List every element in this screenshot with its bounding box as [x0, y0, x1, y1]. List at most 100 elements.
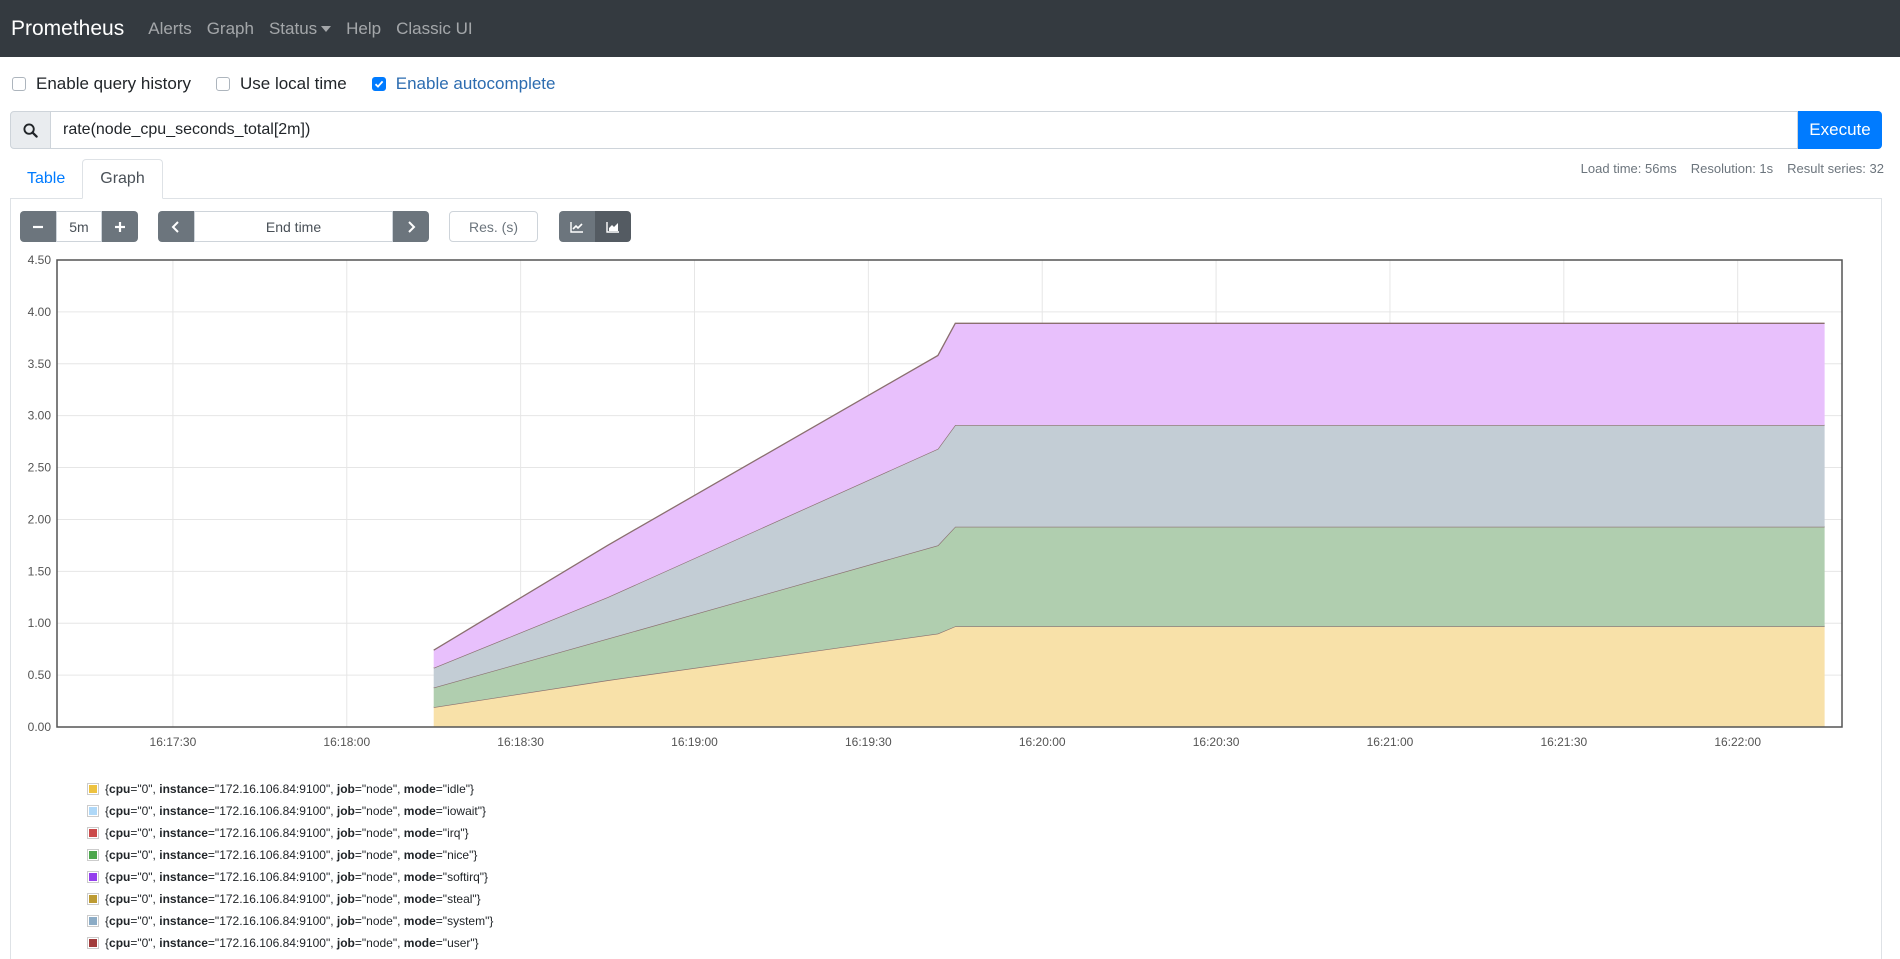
x-tick-label: 16:21:30 [1540, 735, 1587, 749]
legend-swatch [87, 915, 99, 927]
nav-classic-ui[interactable]: Classic UI [396, 18, 473, 38]
autocomplete-option[interactable]: Enable autocomplete [371, 74, 556, 94]
y-tick-label: 3.00 [28, 409, 52, 423]
legend-item-nice[interactable]: {cpu="0", instance="172.16.106.84:9100",… [87, 844, 493, 866]
area-chart-icon [606, 221, 619, 233]
local-time-label: Use local time [239, 74, 347, 93]
query-history-label: Enable query history [36, 74, 191, 93]
series-area [433, 425, 1825, 688]
end-time-forward-button[interactable] [393, 211, 429, 242]
plus-icon [115, 221, 125, 232]
stacked-area-chart[interactable]: 0.00 0.50 1.00 1.50 2.00 2.50 3.00 3.50 4.00 4.50… [0, 0, 1900, 770]
x-tick-label: 16:18:00 [323, 735, 370, 749]
resolution-input[interactable]: Res. (s) [449, 211, 538, 242]
x-tick-label: 16:21:00 [1367, 735, 1414, 749]
execute-button[interactable]: Execute [1798, 111, 1882, 149]
query-history-checkbox[interactable] [12, 77, 26, 91]
legend-label: {cpu="0", instance="172.16.106.84:9100",… [105, 826, 469, 840]
range-control: 5m [20, 211, 138, 242]
legend-item-idle[interactable]: {cpu="0", instance="172.16.106.84:9100",… [87, 778, 493, 800]
y-tick-label: 2.50 [28, 461, 52, 475]
series-line [433, 322, 1825, 651]
legend-item-steal[interactable]: {cpu="0", instance="172.16.106.84:9100",… [87, 888, 493, 910]
legend-item-user[interactable]: {cpu="0", instance="172.16.106.84:9100",… [87, 932, 493, 954]
y-tick-label: 1.00 [28, 616, 52, 630]
result-series-stat: Result series: 32 [1787, 161, 1884, 176]
minus-icon [33, 225, 43, 228]
legend-item-system[interactable]: {cpu="0", instance="172.16.106.84:9100",… [87, 910, 493, 932]
y-tick-label: 0.00 [28, 720, 52, 734]
caret-down-icon [321, 25, 332, 32]
legend-swatch [87, 783, 99, 795]
search-icon [23, 122, 38, 138]
x-tick-label: 16:20:30 [1193, 735, 1240, 749]
chart-type-toggle [559, 211, 631, 242]
legend-label: {cpu="0", instance="172.16.106.84:9100",… [105, 892, 481, 906]
legend-swatch [87, 805, 99, 817]
line-chart-icon [570, 221, 583, 233]
check-icon [374, 80, 384, 88]
end-time-input[interactable]: End time [194, 211, 393, 242]
legend-label: {cpu="0", instance="172.16.106.84:9100",… [105, 936, 479, 950]
decrease-range-button[interactable] [20, 211, 56, 242]
end-time-control: End time [158, 211, 429, 242]
series-line [433, 424, 1825, 669]
legend-item-iowait[interactable]: {cpu="0", instance="172.16.106.84:9100",… [87, 800, 493, 822]
end-time-back-button[interactable] [158, 211, 194, 242]
range-input[interactable]: 5m [56, 211, 102, 242]
series-area [433, 526, 1825, 708]
plot-frame [56, 259, 1843, 728]
panel-tabs: Table Graph [10, 159, 163, 199]
tab-graph[interactable]: Graph [82, 159, 163, 199]
stacked-chart-button[interactable] [595, 211, 631, 242]
legend-swatch [87, 937, 99, 949]
query-bar: rate(node_cpu_seconds_total[2m]) Execute [10, 111, 1882, 149]
nav-status-label: Status [268, 18, 318, 38]
autocomplete-label: Enable autocomplete [395, 74, 556, 93]
legend-item-softirq[interactable]: {cpu="0", instance="172.16.106.84:9100",… [87, 866, 493, 888]
navbar: Prometheus Alerts Graph Status Help Clas… [0, 0, 1900, 57]
legend-swatch [87, 893, 99, 905]
query-history-option[interactable]: Enable query history [12, 74, 191, 94]
legend-item-irq[interactable]: {cpu="0", instance="172.16.106.84:9100",… [87, 822, 493, 844]
legend-swatch [87, 827, 99, 839]
legend-label: {cpu="0", instance="172.16.106.84:9100",… [105, 848, 478, 862]
y-tick-label: 0.50 [28, 668, 52, 682]
brand-link[interactable]: Prometheus [11, 16, 125, 40]
load-time-stat: Load time: 56ms [1580, 161, 1677, 176]
legend-label: {cpu="0", instance="172.16.106.84:9100",… [105, 782, 475, 796]
legend-swatch [87, 871, 99, 883]
legend-label: {cpu="0", instance="172.16.106.84:9100",… [105, 870, 489, 884]
nav-graph[interactable]: Graph [206, 18, 254, 38]
y-tick-label: 4.00 [28, 305, 52, 319]
x-tick-label: 16:17:30 [150, 735, 197, 749]
unstacked-chart-button[interactable] [559, 211, 595, 242]
local-time-checkbox[interactable] [215, 77, 230, 91]
local-time-option[interactable]: Use local time [215, 74, 347, 94]
resolution-stat: Resolution: 1s [1690, 161, 1774, 176]
nav-alerts[interactable]: Alerts [148, 18, 192, 38]
x-tick-label: 16:18:30 [497, 735, 544, 749]
y-tick-label: 3.50 [28, 357, 52, 371]
y-tick-label: 1.50 [28, 564, 52, 578]
x-tick-label: 16:19:30 [845, 735, 892, 749]
increase-range-button[interactable] [102, 211, 138, 242]
chevron-left-icon [171, 220, 179, 233]
nav-status-dropdown[interactable]: Status [268, 18, 332, 39]
tab-divider [10, 198, 1882, 199]
legend-swatch [87, 849, 99, 861]
query-options: Enable query history Use local time Enab… [12, 74, 580, 94]
series-area [433, 626, 1825, 727]
legend-label: {cpu="0", instance="172.16.106.84:9100",… [105, 804, 487, 818]
graph-controls: 5m End time Res. (s) [20, 211, 651, 242]
tab-table[interactable]: Table [27, 170, 66, 187]
x-tick-label: 16:20:00 [1019, 735, 1066, 749]
query-expression-input[interactable]: rate(node_cpu_seconds_total[2m]) [51, 111, 1798, 149]
autocomplete-checkbox[interactable] [371, 77, 386, 91]
graph-legend: {cpu="0", instance="172.16.106.84:9100",… [87, 778, 493, 954]
nav-help[interactable]: Help [346, 18, 382, 38]
query-stats: Load time: 56ms Resolution: 1s Result se… [1567, 161, 1884, 176]
x-tick-label: 16:19:00 [671, 735, 718, 749]
graph-panel [10, 199, 1882, 959]
chevron-right-icon [408, 220, 416, 233]
